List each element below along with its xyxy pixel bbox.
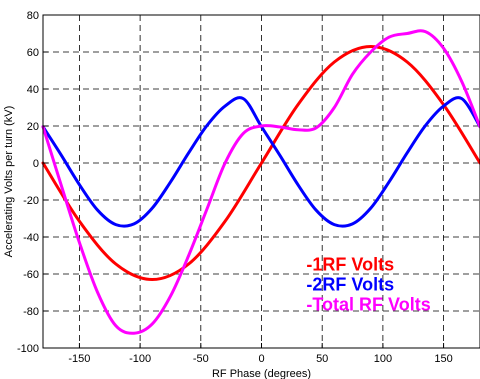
y-tick-label: -80 <box>23 306 39 318</box>
series-total-rf-line <box>41 29 480 335</box>
y-tick-label: 80 <box>27 10 39 22</box>
y-tick-label: 20 <box>27 121 39 133</box>
series-lines <box>41 29 480 335</box>
legend-entry-total-rf: -Total RF Volts <box>306 294 430 314</box>
x-tick-label: 100 <box>374 353 392 365</box>
grid <box>43 15 480 348</box>
y-tick-label: -20 <box>23 195 39 207</box>
y-tick-label: 40 <box>27 84 39 96</box>
y-tick-label: -40 <box>23 232 39 244</box>
y-tick-label: -60 <box>23 269 39 281</box>
x-tick-label: -150 <box>68 353 90 365</box>
x-axis-label: RF Phase (degrees) <box>212 368 311 379</box>
x-tick-label: -50 <box>193 353 209 365</box>
legend: -1RF Volts-2RF Volts-Total RF Volts <box>306 254 430 314</box>
y-tick-label: -100 <box>17 343 39 355</box>
x-tick-label: 0 <box>258 353 264 365</box>
x-tick-label: 150 <box>434 353 452 365</box>
legend-entry-1rf: -1RF Volts <box>306 254 394 274</box>
x-tick-label: 50 <box>316 353 328 365</box>
axis-ticks: -150 -100 -50 0 50 100 150 -100 -80 -60 -40 -20 0 20 4… <box>17 10 453 365</box>
y-axis-label: Accelerating Volts per turn (kV) <box>3 106 15 258</box>
series-1rf-line <box>41 44 480 282</box>
legend-entry-2rf: -2RF Volts <box>306 274 394 294</box>
x-tick-label: -100 <box>129 353 151 365</box>
y-tick-label: 0 <box>33 158 39 170</box>
y-tick-label: 60 <box>27 47 39 59</box>
